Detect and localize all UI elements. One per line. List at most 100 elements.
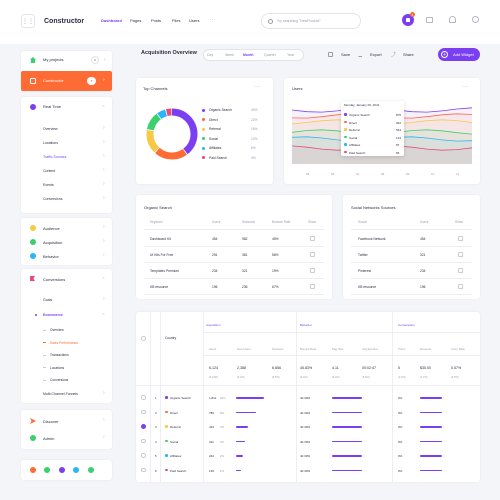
- sub-column-header: Sessions: [272, 347, 284, 351]
- sidebar-item-label: Acquisition: [43, 240, 63, 245]
- conversion-value: 0%: [398, 468, 403, 473]
- more-icon[interactable]: ···: [463, 84, 468, 90]
- nav-dashboard[interactable]: Dashboard: [101, 18, 122, 23]
- tooltip-date: Monday, January 06, 2041: [344, 103, 380, 107]
- dash-icon: [43, 379, 46, 381]
- nav-files[interactable]: Files: [172, 18, 181, 23]
- sidebar-item-conversions[interactable]: Conversions ›: [21, 272, 112, 285]
- sidebar-item-admin[interactable]: Admin ›: [21, 431, 112, 445]
- tooltip-dot: [344, 135, 347, 139]
- divider: [144, 262, 324, 263]
- table-row: KB resource 196: [351, 282, 472, 294]
- sidebar-item-realtime[interactable]: Real Time ›: [21, 100, 112, 114]
- tooltip-dot: [344, 150, 347, 154]
- header-checkbox[interactable]: [141, 336, 146, 341]
- sidebar-item-label: Behavior: [43, 254, 59, 259]
- sidebar-ecommerce-overview[interactable]: Overview: [21, 324, 112, 335]
- show-checkbox[interactable]: [310, 236, 315, 241]
- search-input[interactable]: Try searching "NewProduct": [261, 13, 361, 29]
- nav-users[interactable]: Users: [189, 18, 200, 23]
- divider: [144, 278, 324, 279]
- sidebar-ecommerce-sales-performance[interactable]: Sales Performance: [21, 337, 112, 348]
- conversion-value: 0%: [398, 396, 403, 400]
- notifications-button[interactable]: [402, 14, 414, 26]
- save-button[interactable]: Save: [328, 50, 354, 60]
- export-button[interactable]: Export: [358, 50, 386, 60]
- divider: [351, 229, 472, 230]
- table-cell: 56%: [272, 253, 279, 257]
- sidebar-ecommerce-locations[interactable]: Locations: [21, 362, 112, 373]
- sidebar-ecommerce-transactions[interactable]: Transactions: [21, 349, 112, 360]
- phone-icon[interactable]: [30, 467, 36, 473]
- sidebar-subitem-ecommerce[interactable]: Ecommerce ›: [21, 309, 112, 321]
- show-checkbox[interactable]: [458, 236, 463, 241]
- profile-icon[interactable]: [472, 16, 479, 23]
- sidebar-subitem-conversions[interactable]: Conversions ›: [21, 193, 112, 205]
- x-tick: 11: [456, 172, 460, 176]
- legend-dot: [202, 137, 205, 140]
- search-placeholder: Try searching "NewProduct": [277, 19, 321, 23]
- users-bar: [236, 469, 241, 471]
- row-checkbox[interactable]: [141, 438, 146, 443]
- row-checkbox[interactable]: [141, 395, 146, 400]
- row-number: 2: [155, 410, 157, 415]
- show-checkbox[interactable]: [310, 284, 315, 289]
- nav-more-icon[interactable]: ···: [210, 17, 215, 23]
- more-icon[interactable]: ···: [255, 84, 260, 90]
- whatsapp-icon[interactable]: [73, 467, 79, 473]
- row-checkbox-checked[interactable]: [141, 424, 146, 429]
- sidebar-item-audience[interactable]: Audience ›: [21, 221, 112, 234]
- sidebar-item-label: Admin: [43, 436, 55, 441]
- legend-value: 40%: [251, 108, 258, 112]
- show-checkbox[interactable]: [458, 284, 463, 289]
- sidebar-item-discover[interactable]: Discover ›: [21, 414, 112, 428]
- sidebar-item-my-projects[interactable]: My projects 1 ›: [21, 51, 112, 69]
- sidebar-ecommerce-conversions[interactable]: Conversions: [21, 374, 112, 385]
- sidebar-item-constructor[interactable]: Constructor 8 ›: [21, 71, 112, 91]
- sidebar-subitem-multi-channel[interactable]: Multi-Channel Funnels ›: [21, 388, 112, 400]
- messages-icon[interactable]: [426, 17, 433, 23]
- period-tab-quarter[interactable]: Quarter: [264, 53, 276, 57]
- nav-pages[interactable]: Pages: [130, 18, 142, 23]
- apps-button[interactable]: ⋮⋮: [21, 14, 35, 28]
- add-widget-button[interactable]: + Add Widget: [438, 48, 480, 61]
- share-button[interactable]: ⤴ Share: [391, 50, 417, 60]
- messenger-icon[interactable]: [88, 467, 94, 473]
- chevron-right-icon: ›: [103, 434, 105, 440]
- period-tab-month[interactable]: Month: [243, 53, 254, 57]
- bounce-bar: [332, 397, 362, 399]
- show-checkbox[interactable]: [310, 268, 315, 273]
- legend-value: 4%: [251, 155, 256, 160]
- tooltip-label: Referral: [349, 128, 360, 132]
- sidebar-item-acquisition[interactable]: Acquisition ›: [21, 235, 112, 248]
- chevron-up-icon: ›: [100, 277, 107, 279]
- donut-slice-referral: [146, 108, 198, 160]
- telegram-icon[interactable]: [59, 467, 65, 473]
- table-row: Templates Premium 234 321 19%: [144, 266, 324, 278]
- show-checkbox[interactable]: [310, 252, 315, 257]
- sidebar-subitem-content[interactable]: Content ›: [21, 165, 112, 177]
- sidebar-subitem-overview[interactable]: Overview ›: [21, 123, 112, 135]
- table-cell: 321: [420, 253, 426, 257]
- total-sub: (6.24%): [209, 376, 219, 379]
- sidebar-subitem-goals[interactable]: Goals ›: [21, 294, 112, 306]
- sidebar-subitem-locations[interactable]: Locations ›: [21, 137, 112, 149]
- show-checkbox[interactable]: [458, 252, 463, 257]
- x-tick: 10: [431, 172, 435, 176]
- row-checkbox[interactable]: [141, 409, 146, 414]
- bounce-rate: 40.39%: [300, 396, 311, 400]
- plus-icon: +: [441, 51, 448, 58]
- sidebar-subitem-events[interactable]: Events ›: [21, 179, 112, 191]
- chat-icon[interactable]: [44, 467, 50, 473]
- period-tab-week[interactable]: Week: [225, 53, 234, 57]
- show-checkbox[interactable]: [458, 268, 463, 273]
- users-icon[interactable]: [449, 16, 456, 23]
- period-tab-day[interactable]: Day: [207, 53, 214, 57]
- row-checkbox[interactable]: [141, 453, 146, 458]
- row-checkbox[interactable]: [141, 467, 146, 472]
- sidebar-subitem-traffic-sources[interactable]: Traffic Sources ›: [21, 151, 112, 163]
- sidebar-item-behavior[interactable]: Behavior ›: [21, 249, 112, 262]
- conversion-bar: [420, 397, 442, 399]
- period-tab-year[interactable]: Year: [287, 53, 295, 57]
- nav-posts[interactable]: Posts: [151, 18, 162, 23]
